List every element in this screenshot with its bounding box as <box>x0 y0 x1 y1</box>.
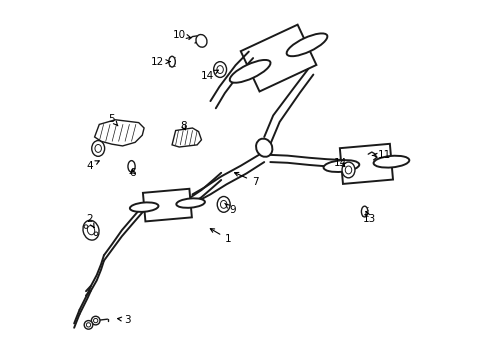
Text: 2: 2 <box>86 215 94 228</box>
Ellipse shape <box>84 320 93 329</box>
Text: 7: 7 <box>234 172 258 187</box>
Text: 13: 13 <box>362 211 375 224</box>
Text: 14: 14 <box>201 70 218 81</box>
Ellipse shape <box>130 202 158 212</box>
Polygon shape <box>240 25 316 91</box>
Text: 6: 6 <box>129 168 136 178</box>
Ellipse shape <box>373 156 408 168</box>
Text: 14: 14 <box>333 158 346 168</box>
Polygon shape <box>339 144 392 184</box>
Ellipse shape <box>256 139 272 157</box>
Text: 1: 1 <box>210 229 231 244</box>
Polygon shape <box>94 120 144 146</box>
Ellipse shape <box>196 35 206 47</box>
Polygon shape <box>172 128 201 147</box>
Text: 5: 5 <box>108 114 118 126</box>
Ellipse shape <box>92 140 104 156</box>
Ellipse shape <box>323 160 359 172</box>
Ellipse shape <box>361 206 367 217</box>
Ellipse shape <box>286 33 326 56</box>
Text: 3: 3 <box>117 315 131 325</box>
Ellipse shape <box>91 316 100 325</box>
Text: 8: 8 <box>180 121 186 131</box>
Polygon shape <box>142 189 191 221</box>
Ellipse shape <box>83 220 99 240</box>
Ellipse shape <box>213 62 226 77</box>
Ellipse shape <box>168 56 175 67</box>
Ellipse shape <box>217 197 230 212</box>
Ellipse shape <box>176 198 204 208</box>
Text: 9: 9 <box>224 203 236 216</box>
Text: 4: 4 <box>86 161 99 171</box>
Ellipse shape <box>128 161 135 172</box>
Ellipse shape <box>341 162 354 178</box>
Text: 11: 11 <box>371 150 390 160</box>
Ellipse shape <box>229 60 270 83</box>
Text: 12: 12 <box>151 57 170 67</box>
Text: 10: 10 <box>172 30 191 40</box>
